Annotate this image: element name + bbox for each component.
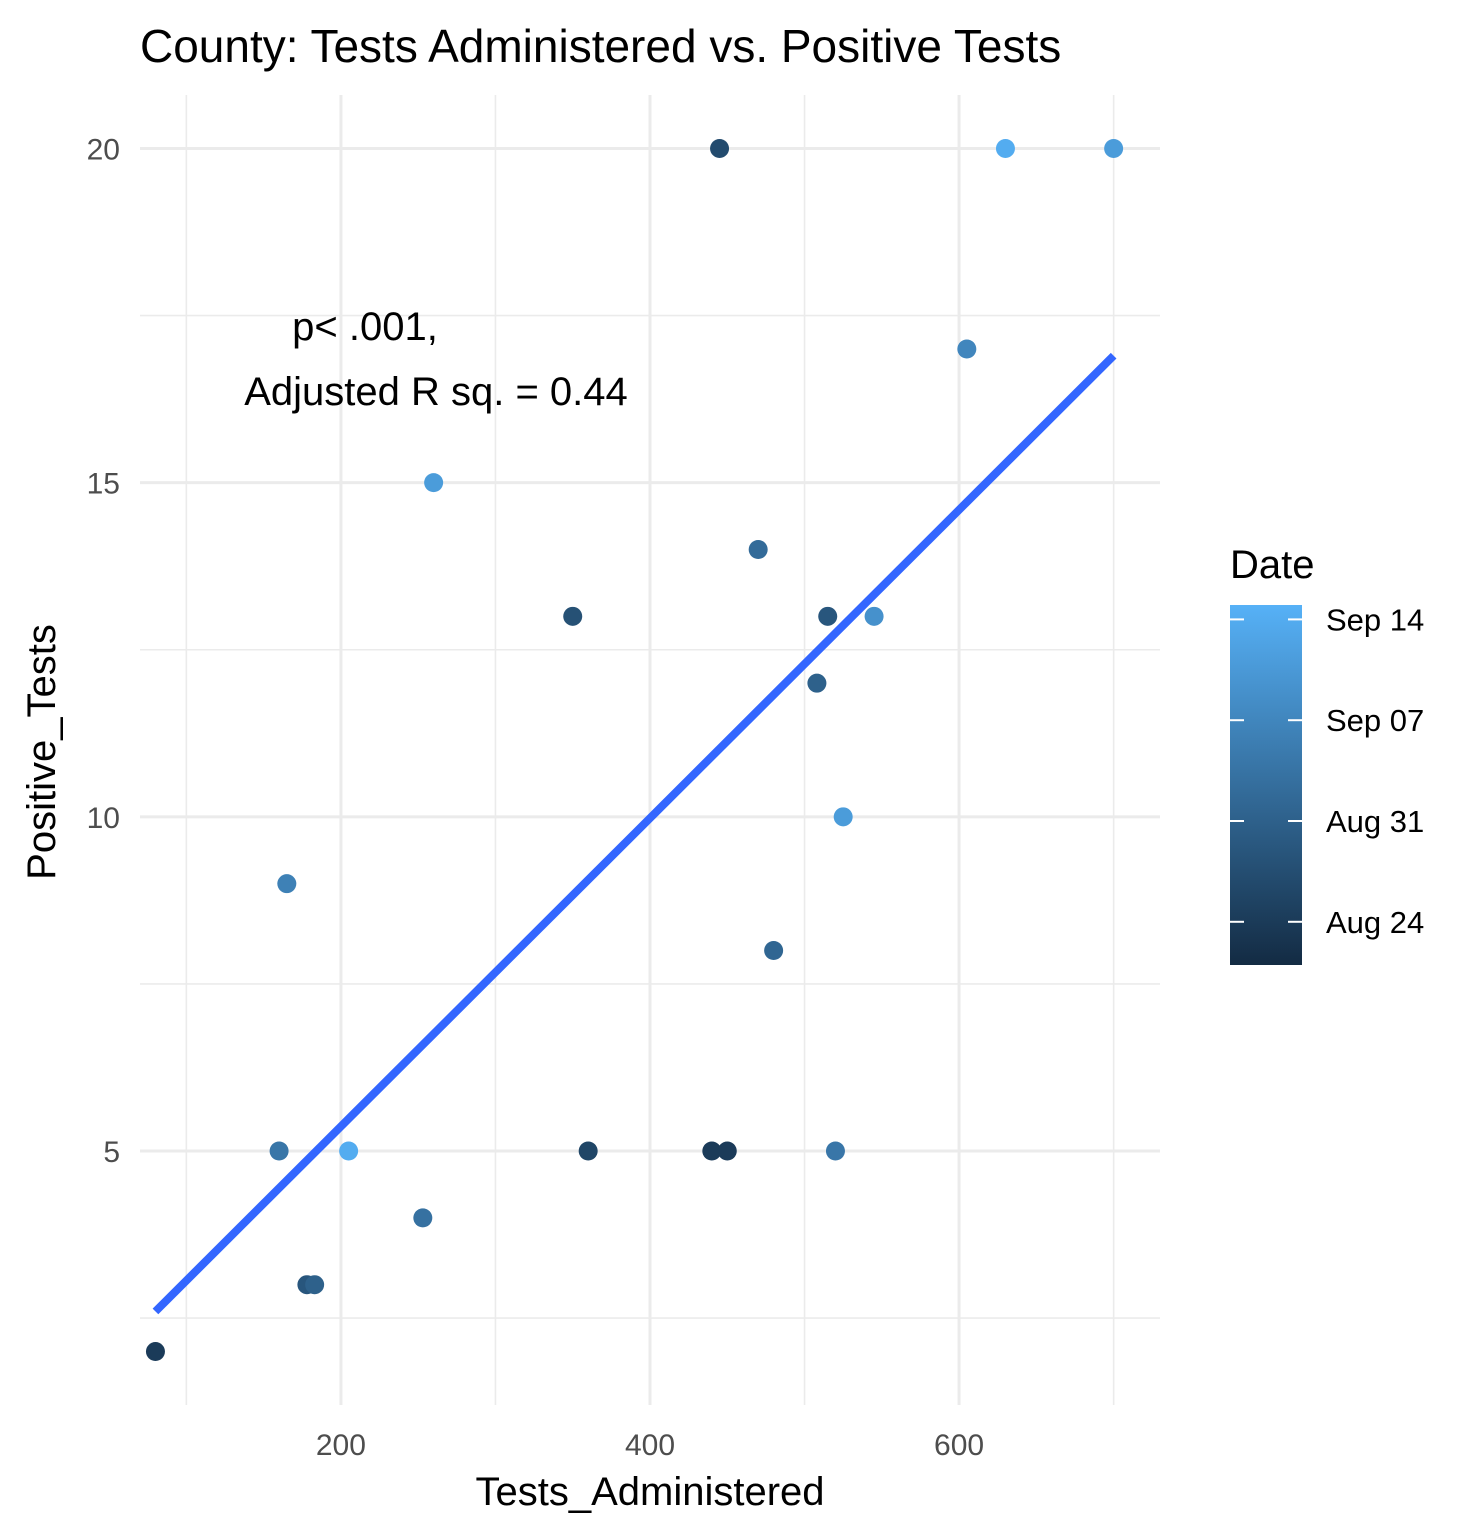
x-axis-title: Tests_Administered bbox=[475, 1470, 824, 1514]
data-point bbox=[995, 138, 1015, 158]
data-point bbox=[339, 1141, 359, 1161]
legend-tick-label: Aug 31 bbox=[1326, 804, 1424, 839]
data-point bbox=[1104, 138, 1124, 158]
data-points bbox=[145, 138, 1124, 1362]
data-point bbox=[748, 539, 768, 559]
data-point bbox=[764, 941, 784, 961]
data-point bbox=[277, 874, 297, 894]
x-tick-label: 200 bbox=[316, 1429, 366, 1462]
annotation-r-squared: Adjusted R sq. = 0.44 bbox=[244, 370, 628, 414]
y-tick-label: 20 bbox=[87, 133, 120, 166]
data-point bbox=[833, 807, 853, 827]
data-point bbox=[864, 606, 884, 626]
y-tick-label: 15 bbox=[87, 468, 120, 501]
data-point bbox=[807, 673, 827, 693]
legend-colorbar bbox=[1230, 605, 1302, 965]
data-point bbox=[818, 606, 838, 626]
legend-title: Date bbox=[1230, 543, 1315, 587]
legend-tick-label: Aug 24 bbox=[1326, 905, 1424, 940]
y-tick-label: 10 bbox=[87, 802, 120, 835]
y-tick-label: 5 bbox=[103, 1136, 120, 1169]
data-point bbox=[578, 1141, 598, 1161]
data-point bbox=[957, 339, 977, 359]
data-point bbox=[717, 1141, 737, 1161]
axis-tick-labels: 200 400 600 5 10 15 20 bbox=[87, 133, 984, 1462]
data-point bbox=[424, 473, 444, 493]
data-point bbox=[563, 606, 583, 626]
major-gridlines bbox=[140, 95, 1160, 1405]
data-point bbox=[710, 138, 730, 158]
data-point bbox=[305, 1275, 325, 1295]
data-point bbox=[825, 1141, 845, 1161]
regression-line bbox=[152, 352, 1117, 1315]
legend-tick-label: Sep 07 bbox=[1326, 703, 1424, 738]
data-point bbox=[413, 1208, 433, 1228]
x-tick-label: 400 bbox=[625, 1429, 675, 1462]
y-axis-title: Positive_Tests bbox=[20, 624, 64, 880]
color-legend: Date Aug 24 Aug 31 Sep 07 Sep 14 bbox=[1230, 543, 1424, 965]
legend-tick-label: Sep 14 bbox=[1326, 602, 1424, 637]
x-tick-label: 600 bbox=[934, 1429, 984, 1462]
data-point bbox=[702, 1141, 722, 1161]
data-point bbox=[145, 1342, 165, 1362]
chart-title: County: Tests Administered vs. Positive … bbox=[140, 20, 1061, 72]
legend-ticks: Aug 24 Aug 31 Sep 07 Sep 14 bbox=[1230, 602, 1424, 940]
data-point bbox=[269, 1141, 289, 1161]
annotation-p-value: p< .001, bbox=[292, 305, 438, 349]
